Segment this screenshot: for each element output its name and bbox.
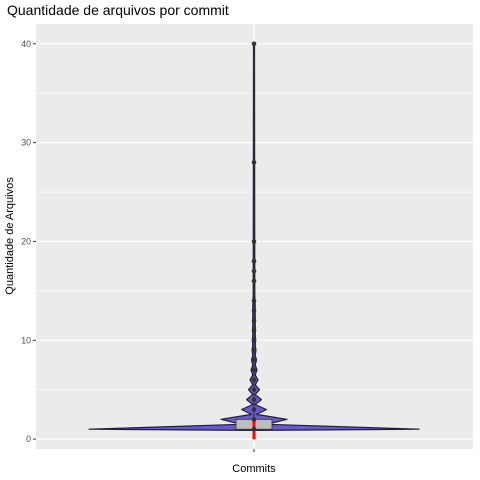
data-point	[251, 357, 257, 363]
y-tick-label: 0	[26, 434, 31, 444]
data-point	[251, 387, 257, 392]
data-point	[251, 397, 257, 402]
chart-marks	[88, 41, 420, 440]
data-point	[251, 377, 257, 383]
data-point	[251, 298, 257, 304]
data-point	[251, 160, 257, 165]
data-point	[251, 328, 257, 333]
data-point	[251, 426, 257, 432]
data-point	[251, 239, 257, 244]
y-tick-label: 10	[21, 335, 31, 345]
data-point	[251, 308, 257, 313]
data-point	[251, 278, 257, 284]
data-point	[251, 367, 257, 373]
y-tick-label: 30	[21, 138, 31, 148]
y-tick-label: 20	[21, 236, 31, 246]
data-point	[251, 268, 257, 274]
x-axis-title: Commits	[232, 463, 276, 475]
data-point	[251, 417, 257, 422]
data-point	[251, 258, 257, 264]
data-point	[251, 41, 257, 47]
y-tick-label: 40	[21, 39, 31, 49]
data-point	[251, 337, 257, 343]
chart-title: Quantidade de arquivos por commit	[7, 2, 229, 18]
y-axis: 0 10 20 30 40	[21, 39, 36, 444]
data-point	[251, 407, 257, 412]
y-axis-title: Quantidade de Arquivos	[4, 177, 16, 295]
data-point	[251, 347, 257, 353]
data-point	[251, 318, 257, 323]
